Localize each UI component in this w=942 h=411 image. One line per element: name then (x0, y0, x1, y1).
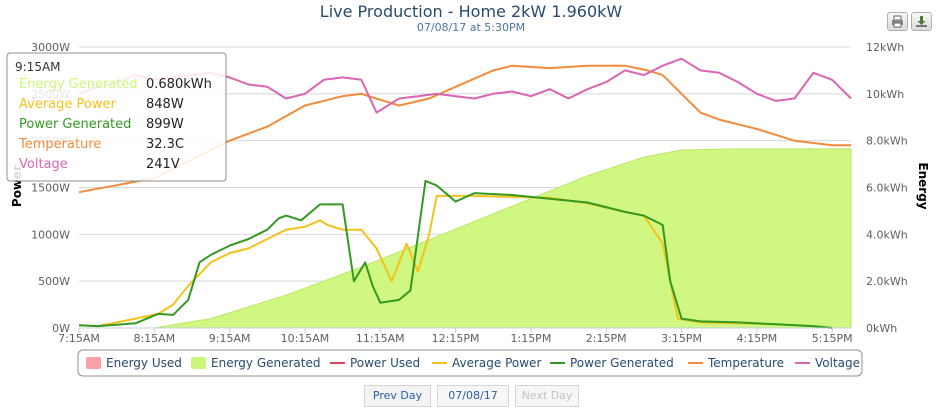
current-date-button[interactable]: 07/08/17 (437, 385, 509, 407)
download-icon (916, 16, 927, 27)
legend-symbol-energy-used (86, 357, 101, 369)
legend-item-temperature[interactable]: Temperature (707, 356, 784, 370)
y-left-tick-label: 0W (52, 322, 70, 335)
y-right-tick-label: 6.0kWh (866, 182, 908, 195)
temperature-line (78, 64, 851, 194)
tooltip-series-name: Voltage (19, 157, 68, 172)
y-right-tick-label: 4.0kWh (866, 228, 908, 241)
next-day-button[interactable]: Next Day (515, 385, 579, 407)
tooltip-series-value: 32.3C (146, 137, 184, 152)
x-tick-label: 1:15PM (510, 332, 551, 345)
tooltip-series-name: Power Generated (19, 117, 131, 132)
printer-icon (892, 15, 903, 28)
legend-item-power-used[interactable]: Power Used (350, 356, 420, 370)
x-tick-label: 10:15AM (281, 332, 330, 345)
x-tick-label: 8:15AM (133, 332, 175, 345)
average-power-line (78, 194, 833, 329)
legend-symbol-energy-generated (191, 357, 206, 369)
tooltip-series-value: 899W (146, 117, 184, 132)
tooltip: 9:15AM Energy Generated 0.680kWh Average P… (6, 52, 227, 182)
x-tick-label: 5:15PM (812, 332, 853, 345)
x-tick-label: 12:15PM (432, 332, 480, 345)
legend-item-average-power[interactable]: Average Power (452, 356, 541, 370)
export-button[interactable] (911, 12, 932, 31)
y-left-tick-label: 1000W (31, 228, 70, 241)
tooltip-series-name: Average Power (19, 97, 116, 112)
x-tick-label: 7:15AM (58, 332, 100, 345)
tooltip-series-name: Energy Generated (19, 77, 138, 92)
x-tick-label: 2:15PM (586, 332, 627, 345)
legend-item-energy-generated[interactable]: Energy Generated (211, 356, 321, 370)
tooltip-series-value: 848W (146, 97, 184, 112)
tooltip-box (6, 52, 227, 182)
y-right-tick-label: 8.0kWh (866, 135, 908, 148)
y-left-tick-label: 3000W (31, 41, 70, 54)
legend-item-energy-used[interactable]: Energy Used (106, 356, 182, 370)
x-tick-label: 11:15AM (356, 332, 405, 345)
tooltip-series-value: 0.680kWh (146, 77, 212, 92)
y-right-tick-label: 12kWh (866, 41, 904, 54)
legend-box (77, 349, 863, 377)
chart-title: Live Production - Home 2kW 1.960kW (320, 2, 623, 21)
legend-item-voltage[interactable]: Voltage (815, 356, 860, 370)
tooltip-time: 9:15AM (15, 60, 61, 74)
y-left-tick-label: 500W (38, 275, 70, 288)
tooltip-series-name: Temperature (18, 137, 101, 152)
print-button[interactable] (887, 12, 908, 31)
chart-subtitle: 07/08/17 at 5:30PM (417, 21, 525, 34)
legend: Energy Used Energy Generated Power Used Ave… (77, 349, 863, 377)
tooltip-series-value: 241V (146, 157, 180, 172)
area-series (154, 148, 852, 329)
prev-day-button[interactable]: Prev Day (364, 385, 431, 407)
energy-generated-area (154, 148, 852, 329)
x-tick-label: 9:15AM (209, 332, 251, 345)
y-right-tick-label: 2.0kWh (866, 275, 908, 288)
y-right-tick-label: 0kWh (866, 322, 897, 335)
y-right-tick-label: 10kWh (866, 88, 904, 101)
legend-item-power-generated[interactable]: Power Generated (570, 356, 674, 370)
x-tick-label: 4:15PM (736, 332, 777, 345)
power-generated-line (78, 179, 833, 329)
y-axis-right-label: Energy (916, 162, 930, 209)
axes: 0W500W1000W1500W2000W2500W3000W0kWh2.0kW… (31, 41, 908, 345)
x-tick-label: 3:15PM (661, 332, 702, 345)
y-left-tick-label: 1500W (31, 182, 70, 195)
